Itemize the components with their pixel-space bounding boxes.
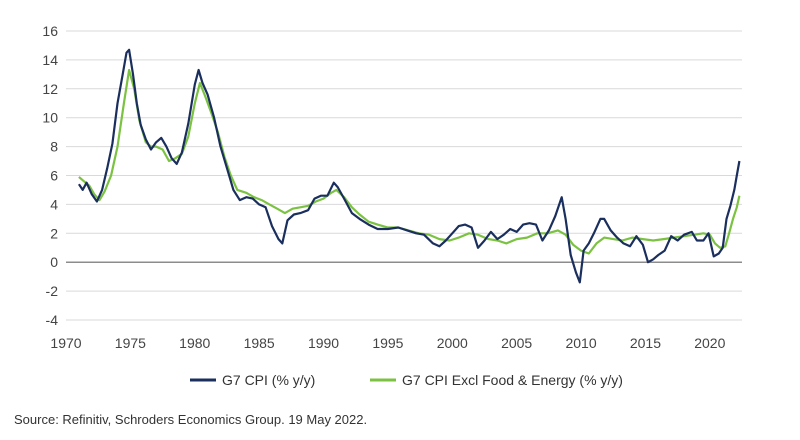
- legend: G7 CPI (% y/y) G7 CPI Excl Food & Energy…: [190, 372, 623, 388]
- x-tick-label: 1995: [372, 335, 403, 351]
- x-tick-label: 2000: [437, 335, 468, 351]
- x-tick-label: 1980: [179, 335, 210, 351]
- x-tick-label: 2015: [630, 335, 661, 351]
- series-lines: [77, 48, 741, 284]
- y-tick-label: 8: [50, 139, 58, 155]
- legend-label-g7-core-cpi: G7 CPI Excl Food & Energy (% y/y): [402, 372, 623, 388]
- y-tick-label: 2: [50, 225, 58, 241]
- y-tick-label: 10: [42, 110, 58, 126]
- y-tick-label: 14: [42, 52, 58, 68]
- y-tick-label: 12: [42, 81, 58, 97]
- y-tick-label: 4: [50, 196, 58, 212]
- x-tick-label: 1975: [115, 335, 146, 351]
- legend-label-g7-cpi: G7 CPI (% y/y): [222, 372, 315, 388]
- y-tick-label: -2: [46, 283, 59, 299]
- x-tick-label: 1970: [50, 335, 81, 351]
- x-tick-label: 2005: [501, 335, 532, 351]
- y-tick-label: 6: [50, 168, 58, 184]
- source-note: Source: Refinitiv, Schroders Economics G…: [14, 412, 368, 427]
- x-tick-label: 1985: [244, 335, 275, 351]
- x-tick-label: 2020: [694, 335, 725, 351]
- x-axis-ticks: 1970 1975 1980 1985 1990 1995 2000 2005 2010 2015…: [50, 335, 725, 351]
- grid-lines: [66, 30, 742, 321]
- y-tick-label: -4: [46, 312, 59, 328]
- y-tick-label: 16: [42, 23, 58, 39]
- series-line-g7-cpi: [77, 48, 741, 284]
- x-tick-label: 2010: [565, 335, 596, 351]
- y-tick-label: 0: [50, 254, 58, 270]
- x-tick-label: 1990: [308, 335, 339, 351]
- y-axis-ticks: -4 -2 0 2 4 6 8 10 12 14 16: [42, 23, 58, 328]
